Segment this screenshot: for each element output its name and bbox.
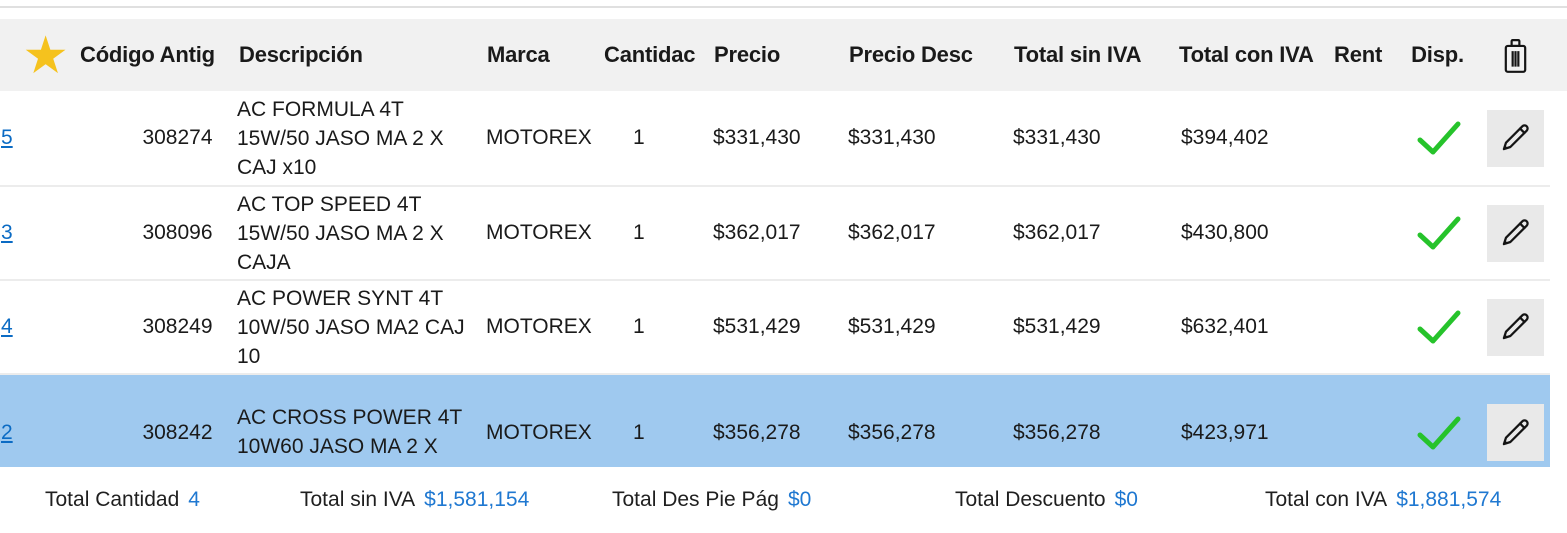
total-sin-iva-label: Total sin IVA xyxy=(300,488,416,511)
column-header-descripcion[interactable]: Descripción xyxy=(239,42,363,67)
column-header-total-sin-iva[interactable]: Total sin IVA xyxy=(1014,42,1142,67)
total-des-pie-pag-label: Total Des Pie Pág xyxy=(612,488,779,511)
edit-button[interactable] xyxy=(1486,404,1544,461)
table-header: ★ Código Antig Descripción Marca Cantida… xyxy=(0,19,1567,91)
table-row[interactable]: 3 308096 AC TOP SPEED 4T 15W/50 JASO MA … xyxy=(0,185,1550,279)
column-header-codigo[interactable]: Código Antig xyxy=(80,42,215,67)
edit-cell xyxy=(1480,204,1550,262)
total-con-iva-cell: $423,971 xyxy=(1181,420,1269,444)
cantidad-cell: 1 xyxy=(633,221,645,244)
total-descuento-value: $0 xyxy=(1114,488,1138,511)
table-row-selected[interactable]: 2 308242 AC CROSS POWER 4T 10W60 JASO MA… xyxy=(0,373,1550,467)
edit-button[interactable] xyxy=(1486,298,1544,356)
total-sin-iva-cell: $531,429 xyxy=(1013,315,1101,338)
precio-cell: $531,429 xyxy=(713,315,801,338)
column-header-disp[interactable]: Disp. xyxy=(1411,42,1464,67)
total-cantidad-label: Total Cantidad xyxy=(45,488,180,511)
precio-cell: $362,017 xyxy=(713,221,801,244)
table-body: 5 308274 AC FORMULA 4T 15W/50 JASO MA 2 … xyxy=(0,91,1567,467)
check-icon xyxy=(1417,216,1461,250)
precio-desc-cell: $331,430 xyxy=(848,126,936,149)
total-des-pie-pag-value: $0 xyxy=(787,488,812,511)
precio-desc-cell: $362,017 xyxy=(848,221,936,244)
column-header-total-con-iva[interactable]: Total con IVA xyxy=(1179,42,1314,67)
top-divider xyxy=(0,6,1567,8)
column-header-marca[interactable]: Marca xyxy=(487,42,550,67)
table-row[interactable]: 5 308274 AC FORMULA 4T 15W/50 JASO MA 2 … xyxy=(0,91,1550,185)
favorite-column-header[interactable]: ★ xyxy=(16,32,75,78)
check-icon xyxy=(1417,310,1461,344)
disp-cell xyxy=(1395,306,1480,348)
codigo-cell: 308096 xyxy=(142,221,213,244)
star-icon: ★ xyxy=(24,32,67,78)
precio-desc-cell: $531,429 xyxy=(848,315,936,338)
descripcion-cell: AC POWER SYNT 4T 10W/50 JASO MA2 CAJ 10 xyxy=(237,286,465,368)
total-cantidad-value: 4 xyxy=(188,488,200,511)
precio-cell: $331,430 xyxy=(713,126,801,149)
total-con-iva-label: Total con IVA xyxy=(1265,488,1388,511)
total-con-iva-cell: $632,401 xyxy=(1181,315,1269,338)
check-icon xyxy=(1417,121,1461,155)
total-descuento: Total Descuento $0 xyxy=(955,488,1138,512)
marca-cell: MOTOREX xyxy=(486,315,592,338)
total-con-iva-value: $1,881,574 xyxy=(1396,488,1502,511)
edit-cell xyxy=(1480,109,1550,167)
row-link[interactable]: 5 xyxy=(1,126,13,149)
total-des-pie-pag: Total Des Pie Pág $0 xyxy=(612,488,811,512)
descripcion-cell: AC TOP SPEED 4T 15W/50 JASO MA 2 X CAJA xyxy=(237,192,444,274)
totals-footer: Total Cantidad 4 Total sin IVA $1,581,154 … xyxy=(0,467,1567,533)
total-descuento-label: Total Descuento xyxy=(955,488,1106,511)
delete-column-header[interactable] xyxy=(1480,35,1550,75)
descripcion-cell: AC FORMULA 4T 15W/50 JASO MA 2 X CAJ x10 xyxy=(237,97,444,179)
row-link[interactable]: 2 xyxy=(1,420,13,444)
total-con-iva-cell: $430,800 xyxy=(1181,221,1269,244)
pencil-icon xyxy=(1502,418,1529,445)
column-header-precio-desc[interactable]: Precio Desc xyxy=(849,42,973,67)
table-row[interactable]: 4 308249 AC POWER SYNT 4T 10W/50 JASO MA… xyxy=(0,279,1550,373)
marca-cell: MOTOREX xyxy=(486,420,592,444)
marca-cell: MOTOREX xyxy=(486,126,592,149)
precio-desc-cell: $356,278 xyxy=(848,420,936,444)
total-con-iva: Total con IVA $1,881,574 xyxy=(1265,488,1501,512)
trash-icon xyxy=(1504,39,1526,73)
cantidad-cell: 1 xyxy=(633,126,645,149)
disp-cell xyxy=(1395,412,1480,454)
disp-cell xyxy=(1395,212,1480,254)
total-sin-iva: Total sin IVA $1,581,154 xyxy=(300,488,529,512)
precio-cell: $356,278 xyxy=(713,420,801,444)
row-link[interactable]: 3 xyxy=(1,221,13,244)
edit-cell xyxy=(1480,298,1550,356)
pencil-icon xyxy=(1502,124,1529,151)
total-sin-iva-cell: $331,430 xyxy=(1013,126,1101,149)
descripcion-cell: AC CROSS POWER 4T 10W60 JASO MA 2 X CAJA xyxy=(237,406,462,467)
column-header-cantidad[interactable]: Cantidac xyxy=(604,42,696,67)
edit-button[interactable] xyxy=(1486,204,1544,262)
total-sin-iva-value: $1,581,154 xyxy=(424,488,530,511)
marca-cell: MOTOREX xyxy=(486,221,592,244)
total-con-iva-cell: $394,402 xyxy=(1181,126,1269,149)
disp-cell xyxy=(1395,117,1480,159)
total-sin-iva-cell: $356,278 xyxy=(1013,420,1101,444)
pencil-icon xyxy=(1502,313,1529,340)
column-header-rent[interactable]: Rent xyxy=(1334,42,1383,67)
top-strip xyxy=(0,6,1567,19)
cantidad-cell: 1 xyxy=(633,315,645,338)
row-link[interactable]: 4 xyxy=(1,315,13,338)
column-header-precio[interactable]: Precio xyxy=(714,42,781,67)
edit-button[interactable] xyxy=(1486,109,1544,167)
codigo-cell: 308249 xyxy=(142,315,213,338)
codigo-cell: 308242 xyxy=(142,420,213,444)
total-sin-iva-cell: $362,017 xyxy=(1013,221,1101,244)
cantidad-cell: 1 xyxy=(633,420,645,444)
pencil-icon xyxy=(1502,219,1529,246)
edit-cell xyxy=(1480,404,1550,461)
total-cantidad: Total Cantidad 4 xyxy=(45,488,200,512)
check-icon xyxy=(1417,416,1461,449)
codigo-cell: 308274 xyxy=(142,126,213,149)
